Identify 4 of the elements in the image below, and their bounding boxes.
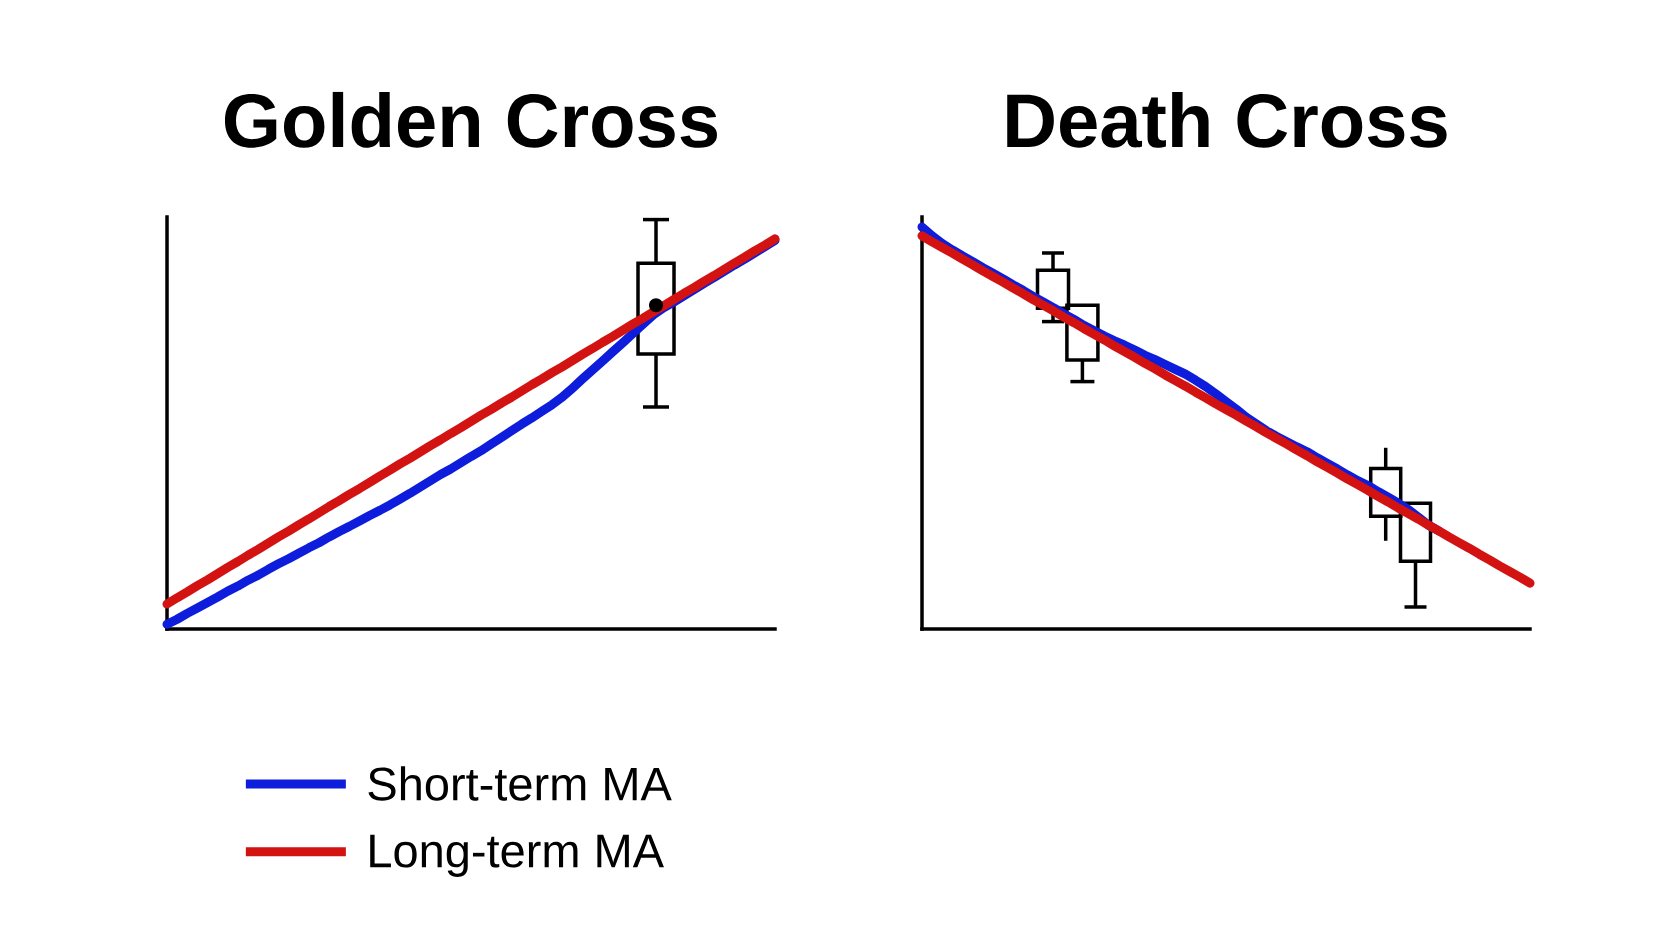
legend-label: Long-term MA bbox=[370, 834, 664, 877]
chart-title: Death Cross bbox=[1007, 91, 1447, 148]
legend-label: Short-term MA bbox=[368, 766, 672, 801]
chart-title: Golden Cross bbox=[224, 91, 717, 148]
